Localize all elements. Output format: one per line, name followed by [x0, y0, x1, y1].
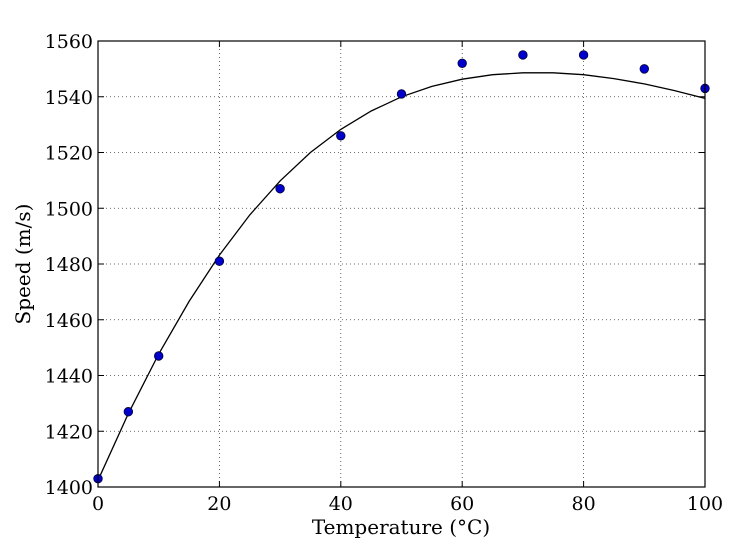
x-tick-label: 0	[92, 493, 104, 515]
data-point	[275, 184, 285, 194]
data-point	[518, 50, 528, 60]
data-point	[123, 407, 134, 417]
y-axis-label: Speed (m/s)	[11, 204, 35, 325]
x-tick-label: 100	[687, 493, 723, 515]
fit-curve	[97, 72, 706, 481]
data-point	[336, 131, 346, 141]
y-tick-labels: 1400 1420 1440 1460 1480 1500 1520 1540 1560	[45, 31, 93, 499]
x-axis-label: Temperature (°C)	[312, 515, 490, 539]
data-point	[457, 58, 467, 69]
data-points	[93, 50, 710, 484]
x-tick-labels: 0 20 40 60 80 100	[92, 493, 723, 515]
data-point	[214, 256, 225, 266]
y-tick-label: 1420	[45, 421, 93, 443]
y-tick-label: 1560	[45, 31, 93, 53]
x-tick-label: 80	[572, 493, 596, 515]
grid	[98, 41, 705, 487]
x-tick-label: 60	[450, 493, 474, 515]
y-tick-label: 1520	[45, 143, 93, 165]
y-tick-label: 1400	[45, 477, 93, 499]
plot-frame	[97, 40, 706, 488]
fit-curve-layer	[97, 72, 706, 481]
y-tick-label: 1540	[45, 87, 93, 109]
data-point	[396, 89, 407, 99]
y-tick-label: 1500	[45, 198, 93, 220]
data-point	[153, 351, 164, 361]
x-tick-label: 40	[329, 493, 353, 515]
data-point	[639, 64, 650, 74]
x-tick-label: 20	[207, 493, 231, 515]
data-point	[578, 50, 589, 60]
tick-marks	[97, 40, 706, 488]
y-tick-label: 1440	[45, 366, 93, 388]
y-tick-label: 1480	[45, 254, 93, 276]
y-tick-label: 1460	[45, 310, 93, 332]
